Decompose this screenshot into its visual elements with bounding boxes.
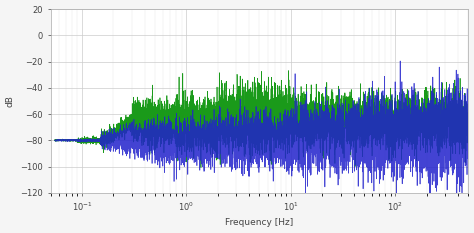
Y-axis label: dB: dB bbox=[6, 95, 15, 107]
X-axis label: Frequency [Hz]: Frequency [Hz] bbox=[225, 219, 293, 227]
